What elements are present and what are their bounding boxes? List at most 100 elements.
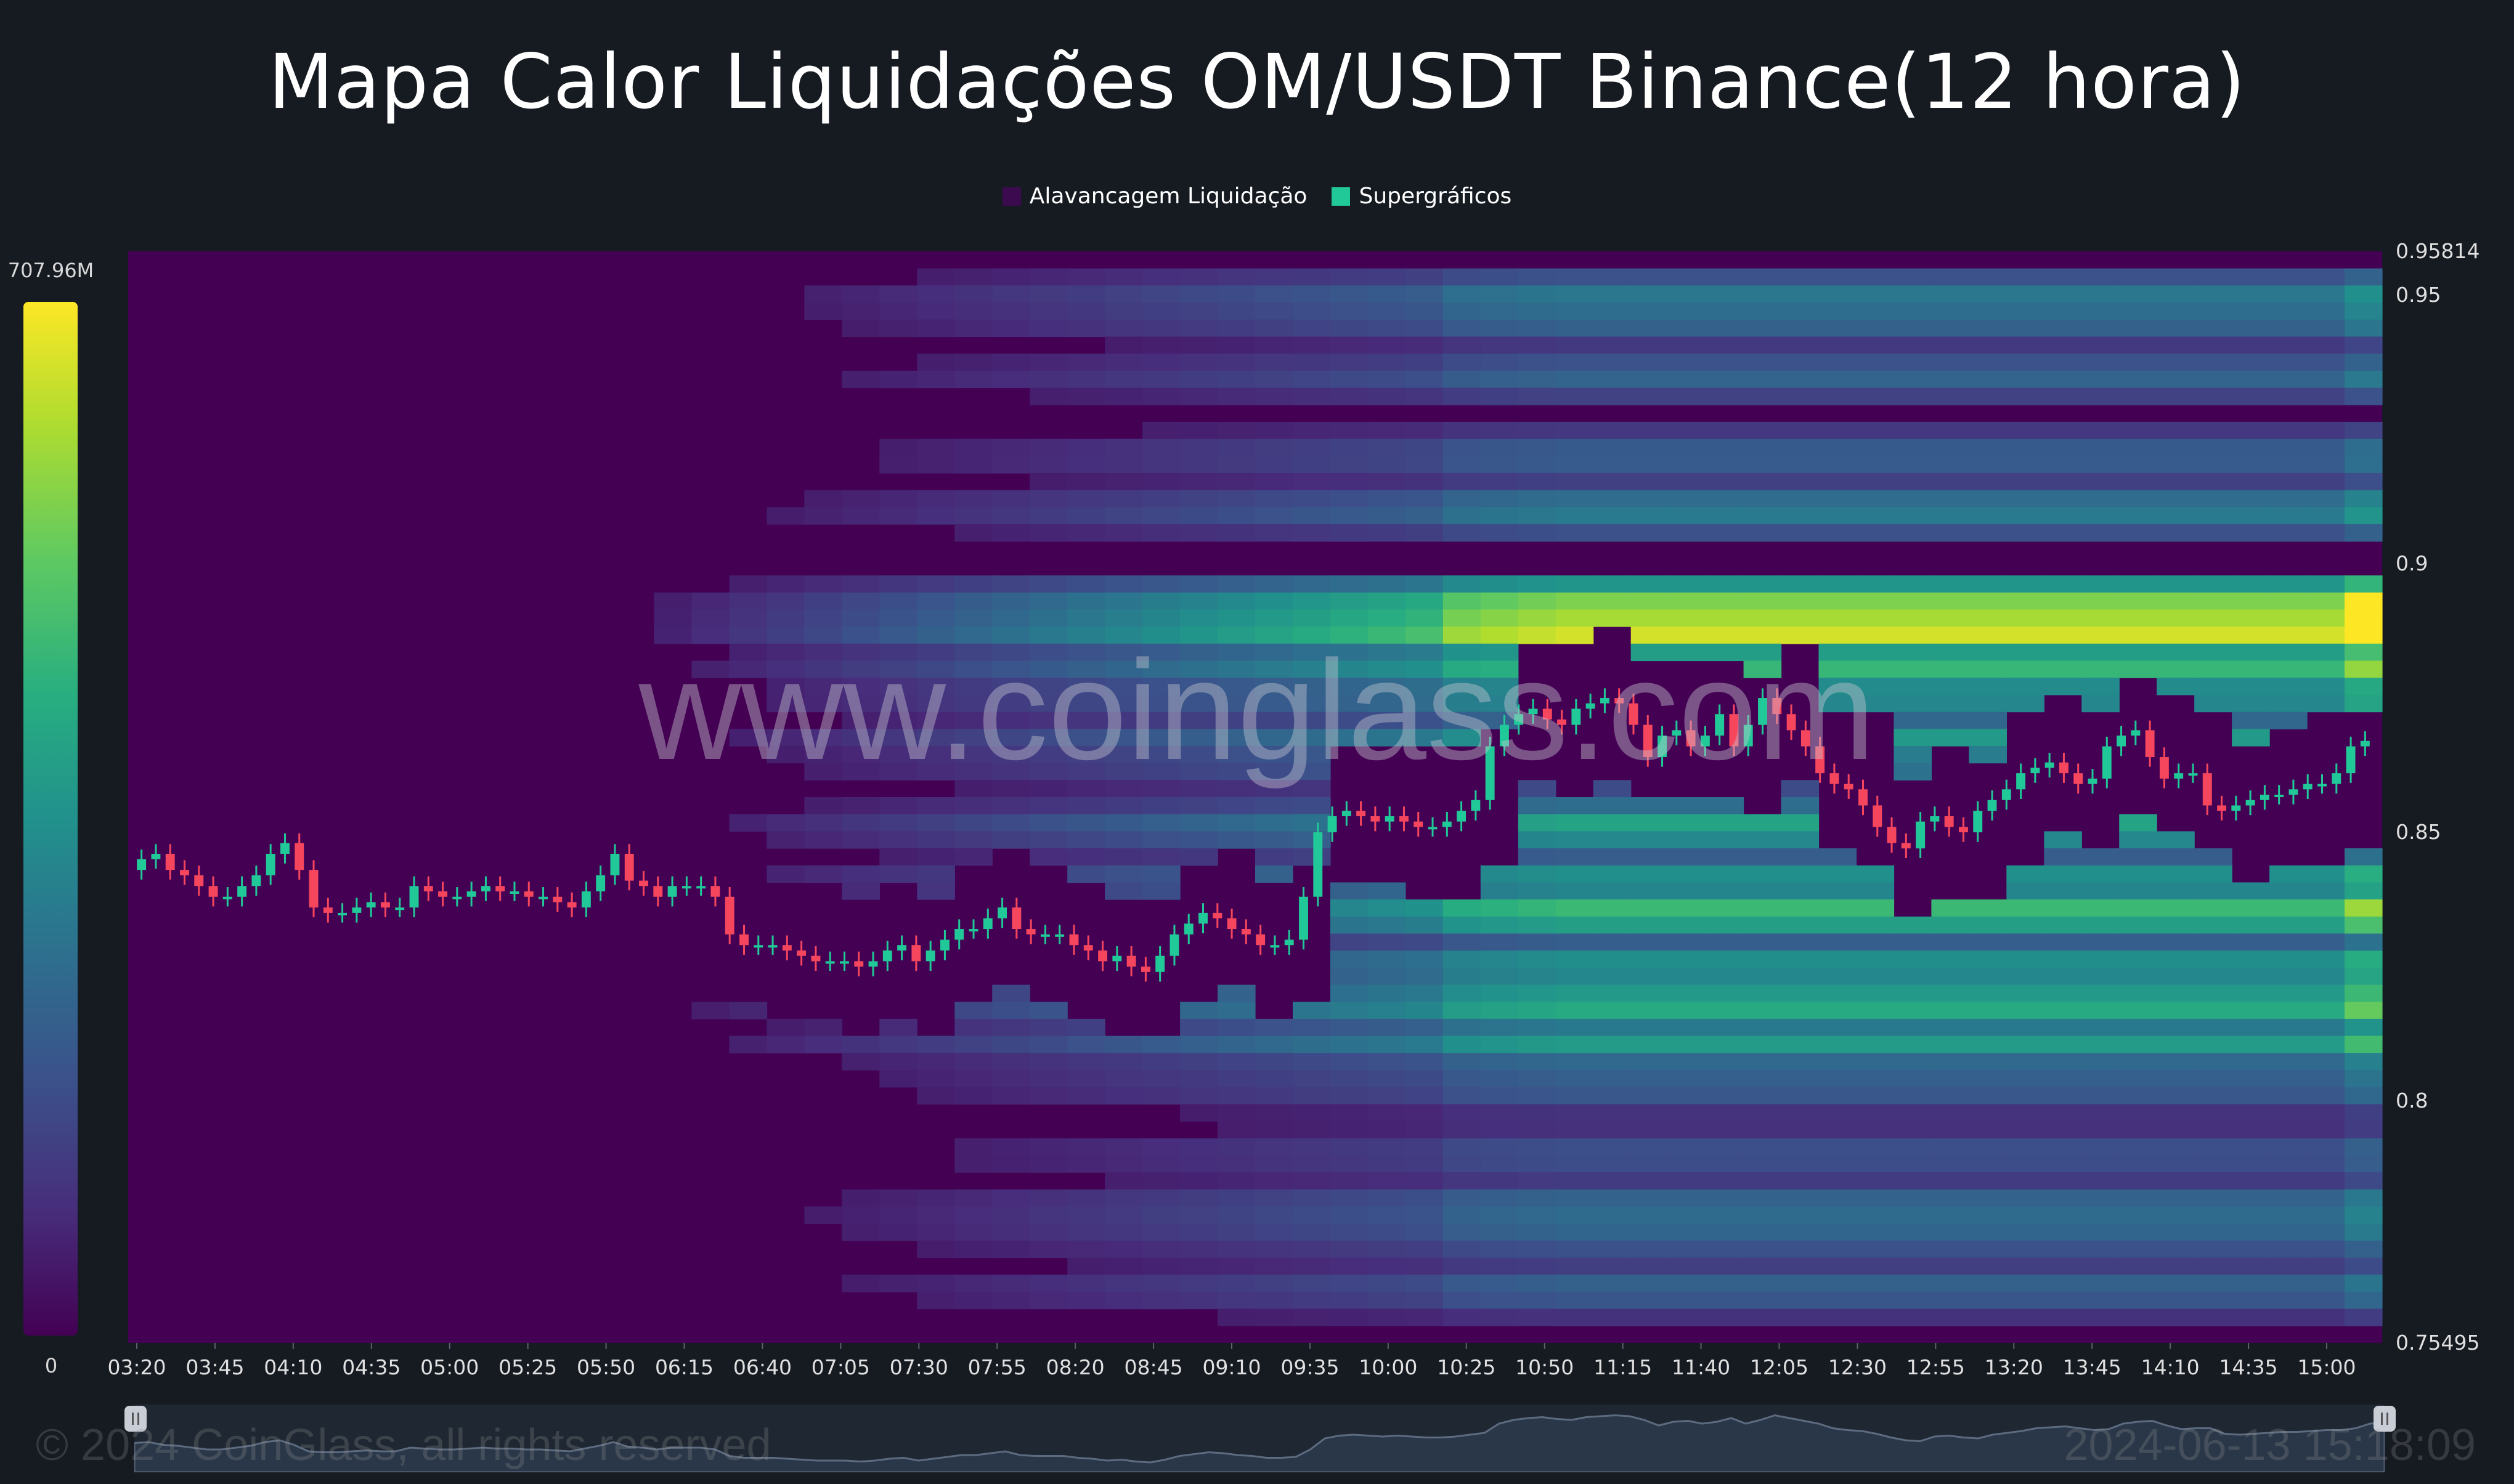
x-tick-label: 07:05 [812, 1355, 870, 1379]
heat-cell [804, 575, 842, 593]
heat-cell [1105, 848, 1143, 866]
heat-cell [1931, 1070, 1969, 1088]
y-tick-label: 0.8 [2396, 1089, 2428, 1113]
heat-cell [2307, 1223, 2345, 1241]
heat-cell [917, 268, 955, 286]
heat-cell [1480, 1018, 1519, 1037]
heat-cell [1367, 319, 1406, 338]
heat-cell [729, 609, 768, 627]
heat-cell [1405, 984, 1444, 1002]
heat-cell [804, 1206, 842, 1224]
heat-cell [1743, 319, 1782, 338]
heat-cell [1293, 592, 1331, 610]
heat-cell [1405, 899, 1444, 917]
heat-cell [1067, 745, 1105, 764]
heat-cell [729, 643, 768, 662]
candle-body [2245, 800, 2255, 806]
heat-cell [1706, 951, 1744, 968]
heat-cell [2269, 370, 2308, 389]
candle-body [2303, 784, 2313, 790]
heat-cell [2081, 387, 2120, 405]
heat-cell [1293, 1291, 1331, 1310]
heat-cell [1518, 865, 1556, 883]
heat-cell [1518, 490, 1556, 508]
heat-cell [2345, 1070, 2383, 1088]
candle-body [1686, 730, 1696, 747]
heat-cell [1630, 951, 1669, 968]
heat-cell [1367, 933, 1406, 951]
heat-cell [954, 660, 993, 678]
heat-cell [1067, 1053, 1105, 1071]
heat-cell [2157, 421, 2195, 440]
heat-cell [1218, 1036, 1256, 1053]
heat-cell [2194, 951, 2232, 968]
heat-cell [2269, 712, 2308, 729]
heat-cell [1743, 951, 1782, 968]
heat-cell [804, 285, 842, 303]
heat-cell [2269, 421, 2308, 440]
heat-cell [1894, 1053, 1932, 1071]
legend-item-supercharts[interactable]: Supergráficos [1332, 184, 1511, 209]
heat-cell [1105, 660, 1143, 678]
heat-cell [2194, 626, 2232, 644]
heat-cell [2044, 678, 2082, 695]
heat-cell [1030, 387, 1068, 405]
heat-cell [2044, 1036, 2082, 1053]
heat-cell [2157, 490, 2195, 508]
heat-cell [1067, 678, 1105, 695]
heat-cell [729, 626, 768, 644]
heat-cell [842, 626, 880, 644]
heat-cell [1593, 370, 1632, 389]
heat-cell [2081, 1138, 2120, 1156]
heat-cell [1518, 354, 1556, 371]
heat-cell [1781, 1018, 1820, 1037]
heat-cell [1180, 285, 1218, 303]
heat-cell [767, 745, 805, 764]
heat-cell [1818, 984, 1857, 1002]
heat-cell [1405, 916, 1444, 935]
heat-cell [1330, 592, 1369, 610]
heat-cell [1442, 302, 1481, 320]
heat-cell [1255, 1291, 1293, 1310]
heat-cell [2081, 1104, 2120, 1122]
heat-cell [879, 814, 917, 832]
heat-cell [2157, 984, 2195, 1002]
navigator-right-handle[interactable] [2374, 1406, 2396, 1432]
heat-cell [1255, 1223, 1293, 1241]
heat-cell [1706, 1308, 1744, 1326]
heat-cell [1894, 1257, 1932, 1275]
heat-cell [1067, 763, 1105, 781]
heat-cell [1630, 967, 1669, 986]
heat-cell [2081, 421, 2120, 440]
heat-cell [2081, 592, 2120, 610]
heat-cell [954, 814, 993, 832]
heat-cell [2345, 865, 2383, 883]
heat-cell [1894, 319, 1932, 338]
time-navigator[interactable] [133, 1405, 2386, 1474]
candle-body [2001, 789, 2011, 800]
heat-cell [2157, 1223, 2195, 1241]
heat-cell [1630, 643, 1669, 662]
heat-cell [1969, 694, 2007, 713]
heat-cell [1593, 1155, 1632, 1173]
heat-cell [1818, 387, 1857, 405]
heat-cell [1405, 729, 1444, 747]
heat-cell [1405, 643, 1444, 662]
legend-item-leverage-liquidation[interactable]: Alavancagem Liquidação [1002, 184, 1307, 209]
heat-cell [2006, 1240, 2044, 1259]
heat-cell [1593, 1104, 1632, 1122]
heat-cell [1781, 814, 1820, 832]
heat-cell [1030, 456, 1068, 474]
heat-cell [1555, 592, 1594, 610]
heat-cell [1743, 1121, 1782, 1139]
heat-cell [1330, 1070, 1369, 1088]
heat-cell [1142, 763, 1181, 781]
heat-cell [1518, 387, 1556, 405]
navigator-left-handle[interactable] [124, 1406, 147, 1432]
heat-cell [1480, 575, 1519, 593]
color-scale-bar[interactable] [23, 302, 78, 1336]
heat-cell [2232, 1257, 2270, 1275]
heat-cell [767, 865, 805, 883]
heat-cell [1706, 524, 1744, 542]
